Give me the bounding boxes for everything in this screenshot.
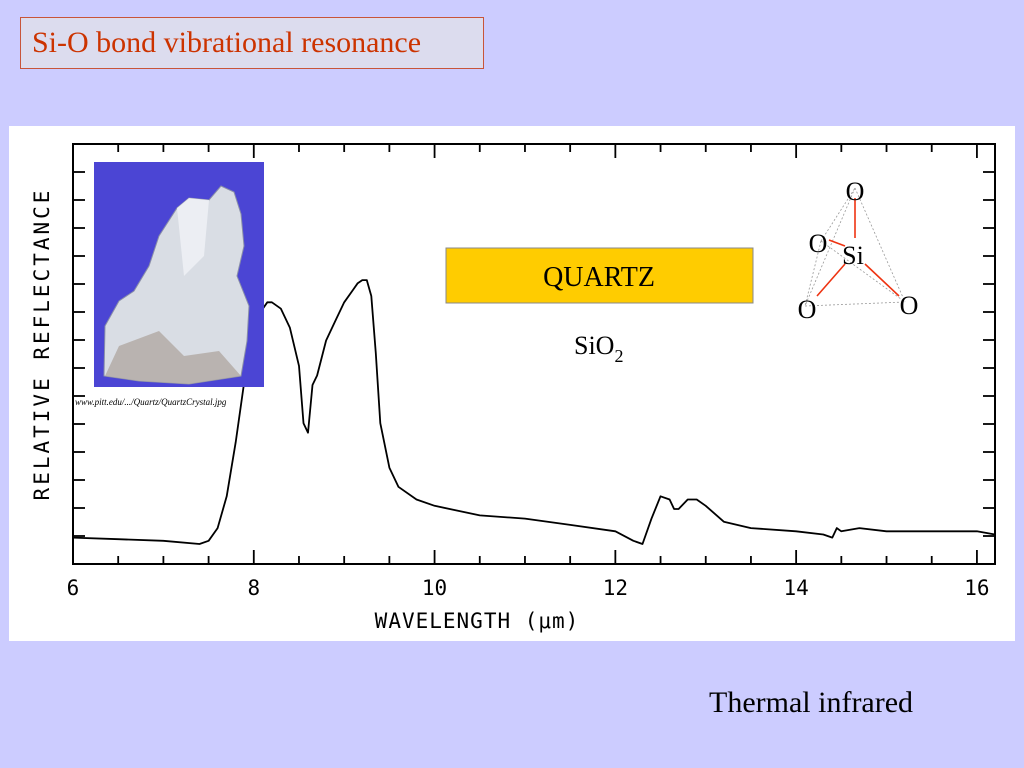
mineral-label-box	[445, 247, 754, 304]
reflectance-chart: 6 8 10 12 14 16 WAVELENGTH (μm) RELATIVE REFL…	[30, 143, 996, 633]
crystal-shadow	[105, 331, 241, 384]
x-tick-label: 14	[783, 576, 808, 600]
plot-frame	[72, 143, 996, 565]
x-axis-label: WAVELENGTH (μm)	[375, 609, 580, 633]
crystal-facet	[177, 198, 209, 276]
tick-marks	[72, 144, 995, 564]
x-tick-label: 12	[603, 576, 628, 600]
mineral-name: QUARTZ	[543, 262, 655, 293]
y-axis-label: RELATIVE REFLECTANCE	[30, 188, 54, 501]
quartz-photo: www.pitt.edu/.../Quartz/QuartzCrystal.jp…	[75, 162, 264, 407]
atom-o-bottom-left: O	[798, 295, 817, 324]
x-tick-label: 10	[422, 576, 447, 600]
chart-panel: 6 8 10 12 14 16 WAVELENGTH (μm) RELATIVE REFL…	[9, 126, 1015, 641]
mineral-formula: SiO2	[574, 331, 623, 366]
quartz-crystal-icon	[103, 185, 250, 385]
atom-o-right: O	[900, 291, 919, 320]
photo-caption: www.pitt.edu/.../Quartz/QuartzCrystal.jp…	[75, 397, 227, 407]
sio4-tetrahedron-diagram: O O Si O O	[798, 177, 919, 324]
atom-si-center: Si	[842, 241, 864, 270]
x-tick-labels: 6 8 10 12 14 16	[67, 576, 990, 600]
slide-title: Si-O bond vibrational resonance	[20, 17, 484, 69]
x-tick-label: 8	[247, 576, 260, 600]
atom-o-top: O	[846, 177, 865, 206]
x-tick-label: 16	[964, 576, 989, 600]
x-tick-label: 6	[67, 576, 80, 600]
footer-label: Thermal infrared	[709, 686, 914, 719]
atom-o-left: O	[809, 229, 828, 258]
